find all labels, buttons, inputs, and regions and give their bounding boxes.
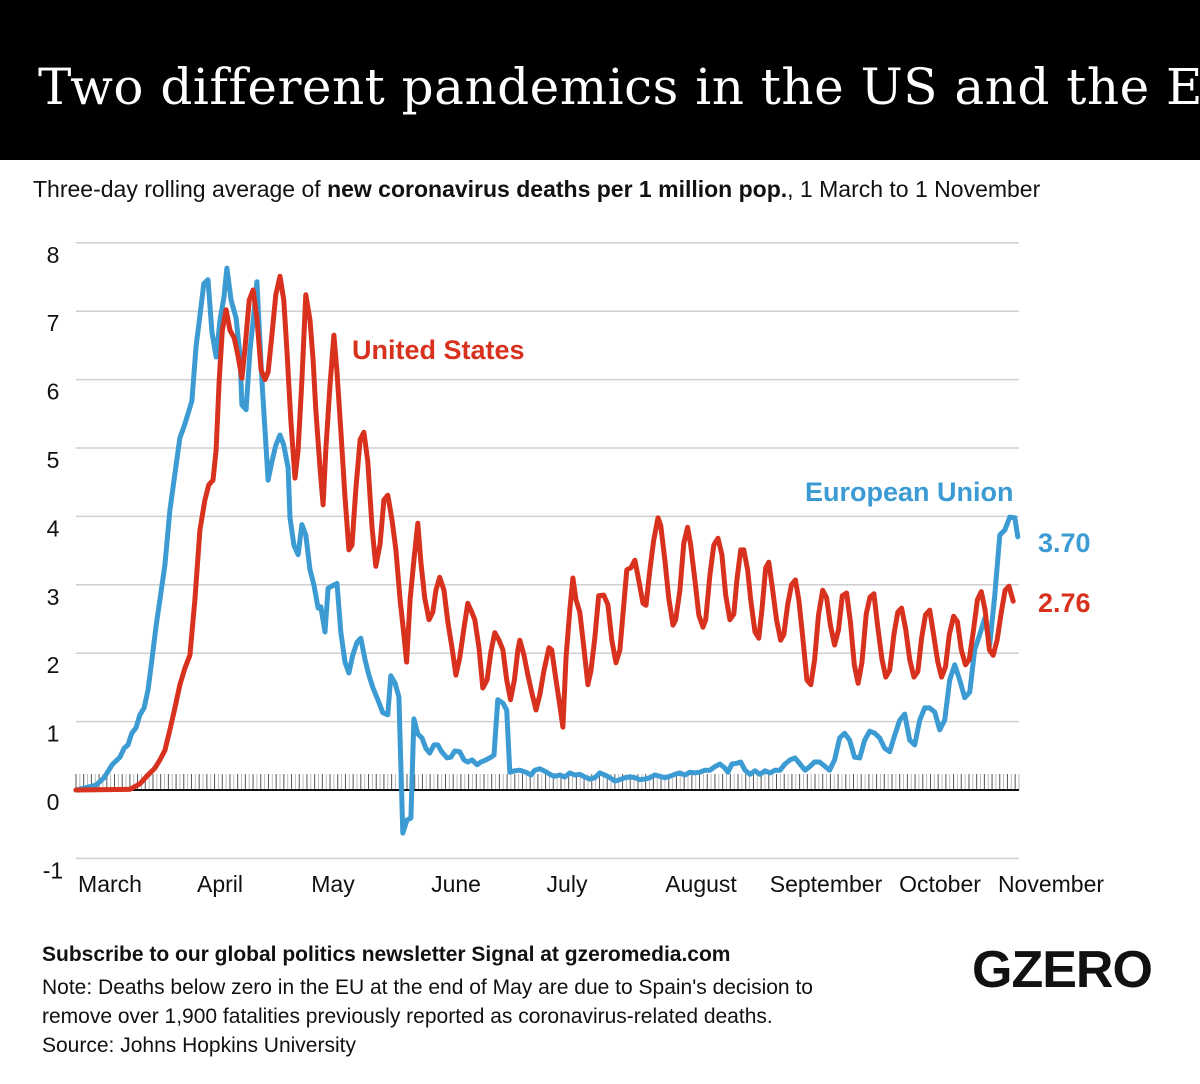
y-tick-label: 6 — [47, 379, 60, 405]
newsletter-link[interactable]: Subscribe to our global politics newslet… — [42, 943, 731, 966]
gzero-logo: GZERO — [972, 941, 1153, 999]
x-tick-label-june: June — [431, 871, 481, 897]
title-bar: Two different pandemics in the US and th… — [0, 0, 1200, 160]
end-value-us: 2.76 — [1038, 588, 1091, 618]
x-tick-label-november: November — [998, 871, 1104, 897]
subtitle-bold: new coronavirus deaths per 1 million pop… — [327, 176, 788, 202]
x-tick-label-august: August — [665, 871, 737, 897]
chart-title: Two different pandemics in the US and th… — [38, 58, 1200, 116]
legend-label-eu: European Union — [805, 477, 1014, 507]
end-value-eu: 3.70 — [1038, 528, 1091, 558]
y-tick-label: 8 — [47, 242, 60, 268]
x-axis-month-labels: March April May June July August September Octo… — [78, 871, 1104, 897]
y-tick-label: 3 — [47, 584, 60, 610]
y-tick-label: -1 — [43, 857, 63, 883]
x-tick-label-march: March — [78, 871, 142, 897]
legend-label-us: United States — [352, 335, 525, 365]
y-tick-label: 0 — [47, 789, 60, 815]
note-line-1: Note: Deaths below zero in the EU at the… — [42, 976, 813, 999]
x-tick-label-september: September — [770, 871, 883, 897]
y-tick-label: 4 — [47, 515, 60, 541]
series-line-eu — [73, 265, 1021, 836]
subtitle-prefix: Three-day rolling average of — [33, 176, 328, 202]
source-text: Source: Johns Hopkins University — [42, 1034, 356, 1057]
series-line-us — [73, 273, 1016, 793]
note-line-2: remove over 1,900 fatalities previously … — [42, 1005, 773, 1028]
x-tick-label-october: October — [899, 871, 981, 897]
x-tick-label-july: July — [547, 871, 588, 897]
y-tick-label: 5 — [47, 447, 60, 473]
day-tick-band — [75, 774, 1020, 790]
chart-subtitle: Three-day rolling average of new coronav… — [33, 176, 1040, 203]
y-axis-ticks: -1 0 1 2 3 4 5 6 7 8 — [43, 242, 63, 884]
subtitle-suffix: , 1 March to 1 November — [787, 176, 1041, 202]
x-tick-label-april: April — [197, 871, 243, 897]
x-tick-label-may: May — [311, 871, 355, 897]
y-tick-label: 2 — [47, 652, 60, 678]
y-tick-label: 1 — [47, 721, 60, 747]
y-tick-label: 7 — [47, 310, 60, 336]
